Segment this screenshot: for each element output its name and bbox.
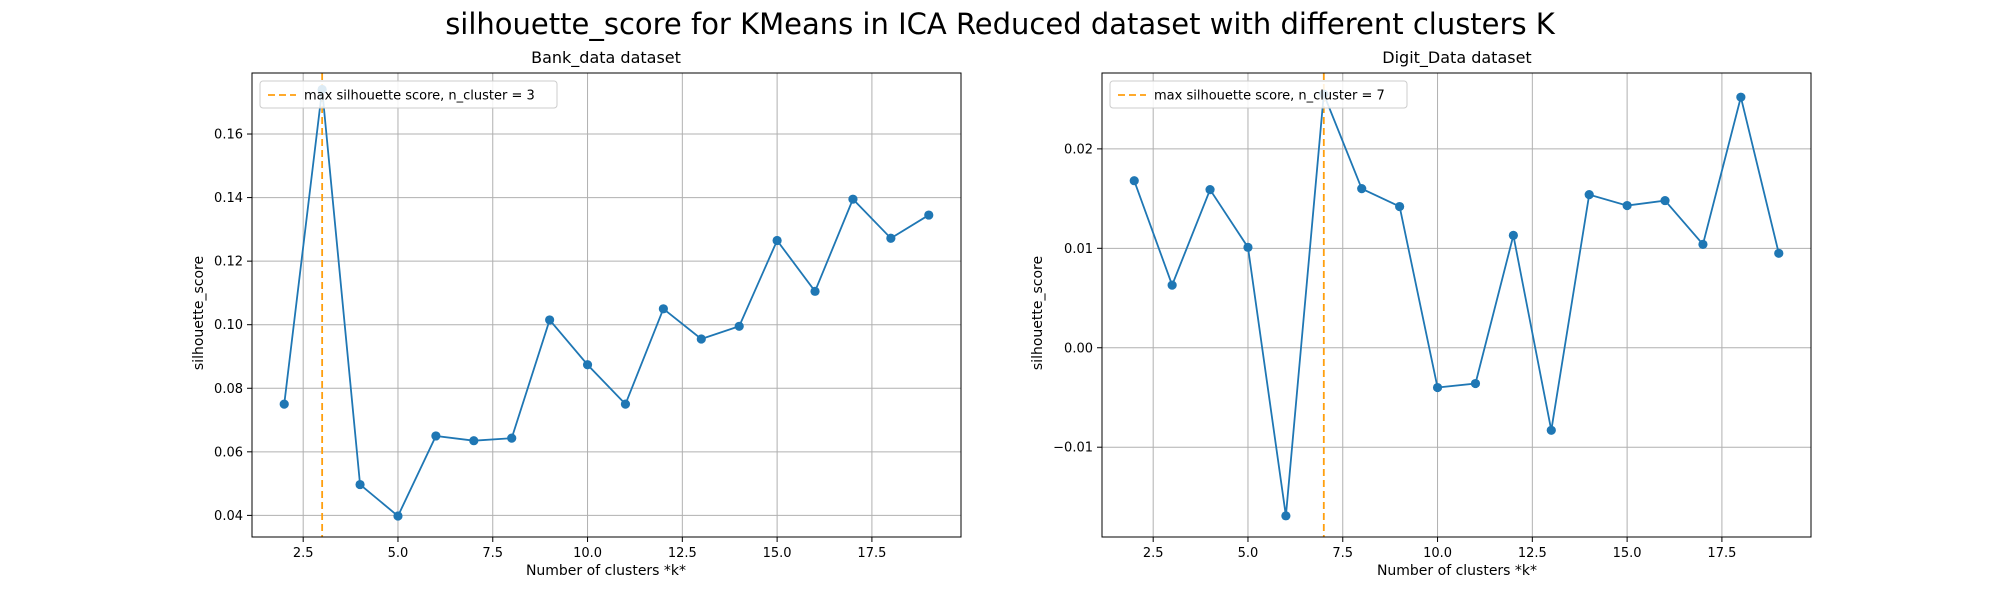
y-tick-label: 0.00	[1064, 341, 1093, 356]
legend-box	[259, 80, 558, 109]
series-line	[1133, 93, 1780, 516]
x-tick-label: 12.5	[1518, 546, 1547, 561]
y-axis-label: silhouette_score	[191, 256, 207, 370]
data-point	[1584, 190, 1594, 200]
x-tick-label: 17.5	[1707, 546, 1736, 561]
data-point	[848, 194, 858, 204]
x-axis-label: Number of clusters *k*	[526, 563, 686, 579]
x-tick-label: 15.0	[1613, 546, 1642, 561]
data-point	[1698, 239, 1708, 249]
x-tick-label: 15.0	[763, 546, 792, 561]
y-axis-label: silhouette_score	[1030, 256, 1046, 370]
data-point	[1622, 200, 1632, 211]
data-point	[1660, 195, 1670, 206]
data-point	[886, 233, 896, 243]
y-tick-label: 0.06	[214, 445, 243, 460]
data-point	[734, 321, 744, 331]
legend: max silhouette score, n_cluster = 7	[1109, 80, 1408, 109]
data-point	[1736, 92, 1746, 102]
figure-title: silhouette_score for KMeans in ICA Reduc…	[445, 7, 1556, 41]
x-axis-label: Number of clusters *k*	[1377, 563, 1537, 579]
data-point	[279, 399, 289, 409]
y-tick-label: 0.04	[214, 509, 243, 524]
data-point	[355, 479, 365, 490]
plot-area: 2.5 5.0 7.5 10.0 12.5 15.0 17.5 0.04 0.06 0.08 0.1…	[214, 72, 962, 561]
data-point	[393, 511, 403, 521]
y-tick-label: 0.02	[1064, 142, 1093, 157]
data-point	[924, 210, 934, 220]
data-point	[1774, 248, 1784, 258]
data-point	[1357, 184, 1367, 194]
chart-bank-data: Bank_data dataset Number of clusters *k*…	[191, 48, 962, 579]
x-tick-label: 17.5	[857, 546, 886, 561]
y-tick-label: 0.12	[214, 255, 243, 270]
legend-label: max silhouette score, n_cluster = 3	[304, 89, 535, 104]
x-tick-label: 7.5	[1332, 546, 1353, 561]
data-point	[1205, 185, 1215, 195]
y-tick-label: −0.01	[1053, 441, 1093, 456]
series-line	[283, 89, 930, 518]
x-tick-label: 10.0	[1423, 546, 1452, 561]
data-point	[696, 334, 706, 344]
axes-frame	[1101, 72, 1812, 538]
data-point	[1508, 230, 1518, 240]
x-tick-label: 7.5	[482, 546, 503, 561]
x-tick-label: 5.0	[1238, 546, 1259, 561]
x-tick-label: 2.5	[1143, 546, 1164, 561]
data-point	[658, 304, 668, 314]
data-point	[1167, 280, 1177, 290]
chart-title: Digit_Data dataset	[1382, 48, 1531, 68]
data-point	[1129, 176, 1139, 186]
data-point	[1281, 511, 1291, 521]
x-tick-label: 12.5	[668, 546, 697, 561]
chart-title: Bank_data dataset	[531, 48, 681, 68]
x-tick-label: 10.0	[573, 546, 602, 561]
y-tick-label: 0.14	[214, 191, 243, 206]
data-point	[1470, 378, 1481, 389]
data-point	[582, 360, 593, 370]
data-point	[469, 436, 479, 446]
data-point	[545, 315, 555, 325]
data-point	[1546, 425, 1556, 435]
y-tick-label: 0.08	[214, 382, 243, 397]
data-point	[507, 433, 517, 443]
plot-area: 2.5 5.0 7.5 10.0 12.5 15.0 17.5 −0.01 0.00 0.01 0.…	[1053, 72, 1812, 561]
data-point	[620, 399, 631, 409]
y-tick-label: 0.16	[214, 128, 243, 143]
legend-label: max silhouette score, n_cluster = 7	[1154, 89, 1385, 104]
legend: max silhouette score, n_cluster = 3	[259, 80, 558, 109]
x-tick-label: 2.5	[293, 546, 314, 561]
legend-box	[1109, 80, 1408, 109]
data-point	[431, 431, 441, 441]
x-tick-label: 5.0	[388, 546, 409, 561]
axes-frame	[251, 72, 962, 538]
chart-digit-data: Digit_Data dataset Number of clusters *k…	[1030, 48, 1812, 579]
data-point	[1432, 382, 1443, 393]
data-point	[1395, 201, 1405, 212]
data-point	[1243, 242, 1253, 252]
y-tick-label: 0.10	[214, 318, 243, 333]
data-point	[810, 286, 820, 296]
y-tick-label: 0.01	[1064, 242, 1093, 257]
data-point	[772, 235, 782, 246]
